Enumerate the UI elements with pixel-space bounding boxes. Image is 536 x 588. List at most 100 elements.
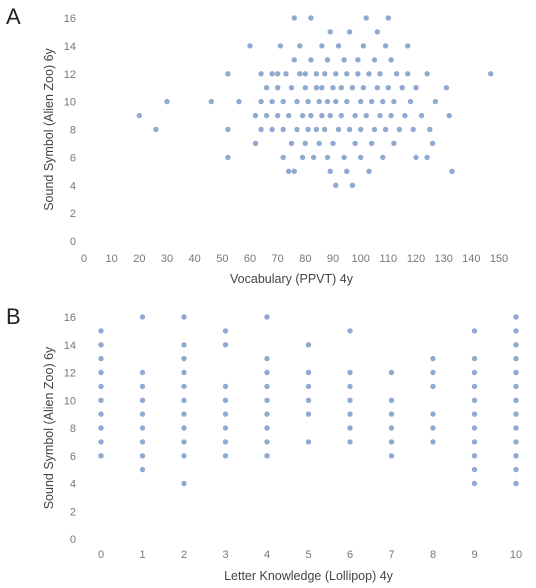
data-point xyxy=(366,168,372,174)
data-point xyxy=(347,411,353,417)
data-point xyxy=(222,397,229,403)
data-point xyxy=(513,439,519,445)
data-point xyxy=(382,126,389,133)
data-point xyxy=(513,342,519,348)
data-point xyxy=(413,154,419,161)
data-point xyxy=(288,140,295,147)
data-point xyxy=(347,383,353,390)
data-point xyxy=(369,98,375,105)
data-point xyxy=(385,15,391,21)
data-point xyxy=(139,383,146,390)
data-point xyxy=(288,85,295,91)
data-point xyxy=(471,355,478,362)
data-point xyxy=(513,369,519,376)
data-point xyxy=(181,411,187,417)
data-point xyxy=(327,29,333,35)
data-point xyxy=(352,112,358,119)
data-point xyxy=(313,85,320,91)
data-point xyxy=(513,466,519,473)
data-point xyxy=(275,85,281,91)
x-axis-label: Vocabulary (PPVT) 4y xyxy=(230,272,354,286)
x-tick-label: 40 xyxy=(189,253,201,265)
data-point xyxy=(430,355,436,362)
data-point xyxy=(286,112,292,119)
y-tick-label: 16 xyxy=(64,13,76,25)
data-point xyxy=(264,314,270,320)
y-tick-label: 6 xyxy=(70,451,76,463)
data-point xyxy=(299,112,306,119)
data-point xyxy=(513,314,519,320)
data-point xyxy=(430,369,436,376)
y-tick-label: 6 xyxy=(70,152,76,164)
data-point xyxy=(380,98,386,105)
data-point xyxy=(305,126,311,133)
data-point xyxy=(374,85,380,91)
data-point xyxy=(305,439,312,445)
data-point xyxy=(181,425,187,431)
x-tick-label: 8 xyxy=(430,549,436,561)
y-tick-label: 14 xyxy=(64,41,76,53)
data-point xyxy=(319,85,325,91)
data-point xyxy=(341,154,347,161)
data-point xyxy=(222,425,229,431)
data-point xyxy=(305,397,312,403)
data-point xyxy=(355,71,361,77)
data-point xyxy=(330,140,336,147)
data-point xyxy=(338,85,344,91)
data-point xyxy=(181,383,187,390)
data-point xyxy=(513,453,519,459)
data-point xyxy=(316,140,322,147)
data-point xyxy=(258,71,264,77)
data-point xyxy=(275,112,281,119)
data-point xyxy=(471,466,478,473)
data-point xyxy=(513,425,519,431)
data-point xyxy=(471,439,478,445)
data-point xyxy=(139,397,146,403)
data-point xyxy=(98,369,104,376)
data-point xyxy=(377,71,383,77)
y-tick-label: 10 xyxy=(64,395,76,407)
data-point xyxy=(308,57,314,63)
data-point xyxy=(294,126,300,133)
data-point xyxy=(98,411,104,417)
data-point xyxy=(374,29,380,35)
data-point xyxy=(338,112,344,119)
data-point xyxy=(139,466,146,473)
data-point xyxy=(360,85,367,91)
data-point xyxy=(269,71,275,77)
y-tick-label: 4 xyxy=(70,479,76,491)
data-point xyxy=(471,453,478,459)
data-point xyxy=(360,43,367,49)
data-point xyxy=(347,439,353,445)
data-point xyxy=(418,112,425,119)
x-axis-label: Letter Knowledge (Lollipop) 4y xyxy=(224,569,394,583)
data-point xyxy=(316,98,322,105)
data-point xyxy=(222,328,229,334)
data-point xyxy=(263,112,270,119)
data-point xyxy=(471,480,478,487)
x-tick-label: 2 xyxy=(181,549,187,561)
data-point xyxy=(98,383,104,390)
data-point xyxy=(98,425,104,431)
data-point xyxy=(181,314,187,320)
data-point xyxy=(388,397,395,403)
y-tick-label: 12 xyxy=(64,368,76,380)
y-tick-label: 4 xyxy=(70,180,76,192)
data-point xyxy=(471,328,478,334)
data-point xyxy=(424,71,430,77)
data-point xyxy=(324,154,331,161)
data-point xyxy=(264,411,270,417)
data-point xyxy=(319,112,325,119)
data-point xyxy=(346,29,353,35)
data-point xyxy=(264,453,270,459)
data-point xyxy=(377,112,383,119)
data-point xyxy=(513,383,519,390)
data-point xyxy=(449,168,455,174)
data-point xyxy=(264,425,270,431)
data-point xyxy=(302,85,308,91)
data-point xyxy=(302,71,308,77)
data-point xyxy=(358,126,364,133)
y-tick-label: 12 xyxy=(64,69,76,81)
data-point xyxy=(291,57,297,63)
data-point xyxy=(98,328,104,334)
